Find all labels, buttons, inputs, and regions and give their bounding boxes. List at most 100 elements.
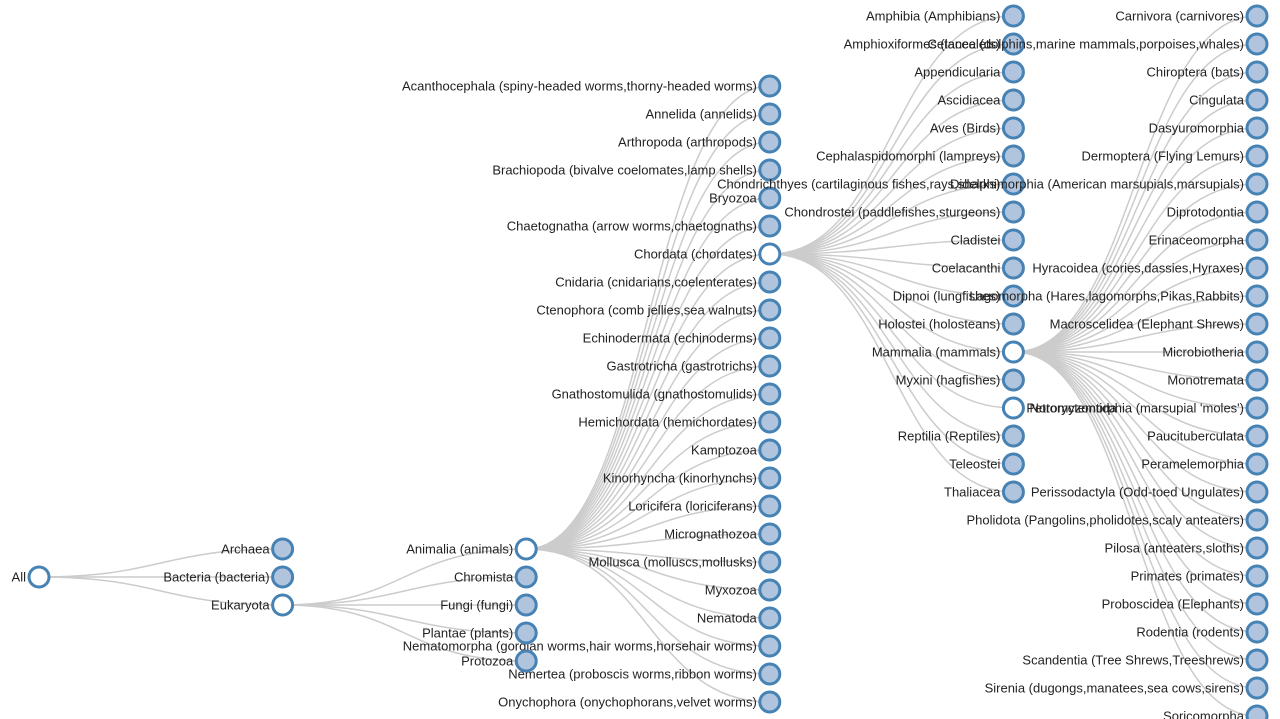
tree-node[interactable]: Coelacanthi xyxy=(932,256,1025,280)
node-circle[interactable] xyxy=(1001,144,1025,168)
tree-node[interactable]: Rodentia (rodents) xyxy=(1136,620,1269,644)
tree-node[interactable]: Bryozoa xyxy=(709,186,782,210)
tree-node[interactable]: Cingulata xyxy=(1189,88,1269,112)
node-circle[interactable] xyxy=(758,102,782,126)
node-circle[interactable] xyxy=(1001,200,1025,224)
tree-node[interactable]: Paucituberculata xyxy=(1147,424,1269,448)
node-circle[interactable] xyxy=(1001,228,1025,252)
tree-node[interactable]: Mammalia (mammals) xyxy=(872,340,1025,364)
node-circle[interactable] xyxy=(758,438,782,462)
tree-node[interactable]: Hyracoidea (cories,dassies,Hyraxes) xyxy=(1032,256,1269,280)
tree-node[interactable]: Primates (primates) xyxy=(1131,564,1269,588)
tree-node[interactable]: Macroscelidea (Elephant Shrews) xyxy=(1050,312,1269,336)
node-circle[interactable] xyxy=(1245,340,1269,364)
node-circle[interactable] xyxy=(1001,340,1025,364)
node-circle[interactable] xyxy=(1245,4,1269,28)
node-circle[interactable] xyxy=(758,270,782,294)
tree-node[interactable]: Bacteria (bacteria) xyxy=(163,565,295,589)
tree-node[interactable]: Eukaryota xyxy=(211,593,295,617)
node-circle[interactable] xyxy=(758,382,782,406)
node-circle[interactable] xyxy=(1245,312,1269,336)
node-circle[interactable] xyxy=(1245,536,1269,560)
tree-node[interactable]: Peramelemorphia xyxy=(1141,452,1269,476)
tree-node[interactable]: Chromista xyxy=(454,565,538,589)
tree-node[interactable]: Teleostei xyxy=(949,452,1025,476)
node-circle[interactable] xyxy=(758,298,782,322)
tree-node[interactable]: Echinodermata (echinoderms) xyxy=(583,326,782,350)
tree-node[interactable]: Onychophora (onychophorans,velvet worms) xyxy=(498,690,782,714)
node-circle[interactable] xyxy=(1001,116,1025,140)
tree-node[interactable]: Proboscidea (Elephants) xyxy=(1102,592,1269,616)
node-circle[interactable] xyxy=(758,634,782,658)
node-circle[interactable] xyxy=(758,578,782,602)
tree-node[interactable]: Nematomorpha (gordian worms,hair worms,h… xyxy=(403,634,782,658)
tree-node[interactable]: Notoryctemorphia (marsupial 'moles') xyxy=(1030,396,1269,420)
tree-node[interactable]: Myxozoa xyxy=(705,578,782,602)
node-circle[interactable] xyxy=(514,537,538,561)
node-circle[interactable] xyxy=(758,186,782,210)
tree-node[interactable]: Plantae (plants) xyxy=(422,621,538,645)
node-circle[interactable] xyxy=(1001,60,1025,84)
tree-node[interactable]: Thaliacea xyxy=(944,480,1025,504)
node-circle[interactable] xyxy=(1001,256,1025,280)
node-circle[interactable] xyxy=(1001,424,1025,448)
tree-node[interactable]: Chaetognatha (arrow worms,chaetognaths) xyxy=(507,214,782,238)
tree-node[interactable]: Erinaceomorpha xyxy=(1149,228,1269,252)
tree-node[interactable]: Nematoda xyxy=(697,606,782,630)
node-circle[interactable] xyxy=(1245,144,1269,168)
node-circle[interactable] xyxy=(514,565,538,589)
tree-node[interactable]: Soricomorpha xyxy=(1163,704,1269,719)
node-circle[interactable] xyxy=(1245,172,1269,196)
node-circle[interactable] xyxy=(1001,312,1025,336)
node-circle[interactable] xyxy=(758,410,782,434)
tree-node[interactable]: Micrognathozoa xyxy=(664,522,782,546)
tree-node[interactable]: Aves (Birds) xyxy=(930,116,1025,140)
tree-node[interactable]: Protozoa xyxy=(461,649,538,673)
node-circle[interactable] xyxy=(1245,564,1269,588)
tree-node[interactable]: Reptilia (Reptiles) xyxy=(898,424,1025,448)
tree-node[interactable]: Chiroptera (bats) xyxy=(1146,60,1269,84)
tree-node[interactable]: Chondrichthyes (cartilaginous fishes,ray… xyxy=(717,172,1025,196)
node-circle[interactable] xyxy=(1245,648,1269,672)
node-circle[interactable] xyxy=(1245,88,1269,112)
tree-node[interactable]: Chondrostei (paddlefishes,sturgeons) xyxy=(784,200,1025,224)
tree-node[interactable]: Diprotodontia xyxy=(1167,200,1269,224)
node-circle[interactable] xyxy=(758,158,782,182)
tree-node[interactable]: Cephalaspidomorphi (lampreys) xyxy=(816,144,1025,168)
node-circle[interactable] xyxy=(1245,424,1269,448)
node-circle[interactable] xyxy=(1245,368,1269,392)
node-circle[interactable] xyxy=(1001,88,1025,112)
node-circle[interactable] xyxy=(1245,592,1269,616)
node-circle[interactable] xyxy=(514,649,538,673)
node-circle[interactable] xyxy=(1245,60,1269,84)
node-circle[interactable] xyxy=(758,662,782,686)
node-circle[interactable] xyxy=(514,621,538,645)
tree-node[interactable]: Cetacea (dolphins,marine mammals,porpois… xyxy=(928,32,1269,56)
node-circle[interactable] xyxy=(271,565,295,589)
tree-node[interactable]: Nemertea (proboscis worms,ribbon worms) xyxy=(508,662,782,686)
tree-node[interactable]: Appendicularia xyxy=(914,60,1025,84)
node-circle[interactable] xyxy=(1245,480,1269,504)
node-circle[interactable] xyxy=(1245,256,1269,280)
node-circle[interactable] xyxy=(271,593,295,617)
node-circle[interactable] xyxy=(758,494,782,518)
tree-node[interactable]: Sirenia (dugongs,manatees,sea cows,siren… xyxy=(985,676,1269,700)
node-circle[interactable] xyxy=(1001,396,1025,420)
tree-node[interactable]: Pholidota (Pangolins,pholidotes,scaly an… xyxy=(966,508,1269,532)
tree-node[interactable]: Animalia (animals) xyxy=(406,537,538,561)
node-circle[interactable] xyxy=(758,326,782,350)
tree-node[interactable]: Ctenophora (comb jellies,sea walnuts) xyxy=(536,298,782,322)
node-circle[interactable] xyxy=(1245,508,1269,532)
tree-node[interactable]: Myxini (hagfishes) xyxy=(896,368,1025,392)
tree-node[interactable]: All xyxy=(12,565,51,589)
node-circle[interactable] xyxy=(1245,284,1269,308)
tree-node[interactable]: Amphibia (Amphibians) xyxy=(866,4,1025,28)
node-circle[interactable] xyxy=(758,466,782,490)
node-circle[interactable] xyxy=(1245,200,1269,224)
tree-node[interactable]: Acanthocephala (spiny-headed worms,thorn… xyxy=(402,74,782,98)
node-circle[interactable] xyxy=(1001,480,1025,504)
node-circle[interactable] xyxy=(1245,116,1269,140)
node-circle[interactable] xyxy=(1001,368,1025,392)
node-circle[interactable] xyxy=(758,242,782,266)
node-circle[interactable] xyxy=(758,354,782,378)
